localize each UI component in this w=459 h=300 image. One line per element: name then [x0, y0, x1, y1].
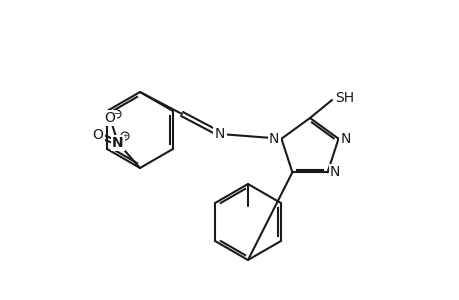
Text: N: N [269, 132, 279, 146]
Text: SH: SH [334, 91, 353, 105]
Text: N: N [112, 136, 123, 150]
Text: O: O [92, 128, 103, 142]
Text: −: − [113, 110, 120, 118]
Text: +: + [122, 133, 128, 139]
Text: O: O [104, 111, 115, 125]
Text: N: N [329, 165, 339, 179]
Text: N: N [340, 132, 350, 146]
Text: N: N [214, 127, 225, 141]
